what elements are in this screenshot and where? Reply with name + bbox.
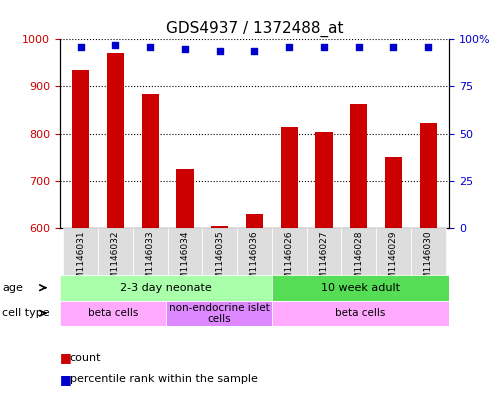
Bar <box>315 132 333 228</box>
Point <box>77 44 85 50</box>
Point <box>355 44 363 50</box>
Point <box>320 44 328 50</box>
FancyBboxPatch shape <box>98 228 133 275</box>
Point <box>146 44 154 50</box>
Text: GSM1146027: GSM1146027 <box>319 230 328 291</box>
Bar <box>211 226 229 228</box>
Text: GSM1146030: GSM1146030 <box>424 230 433 291</box>
FancyBboxPatch shape <box>272 301 449 326</box>
FancyBboxPatch shape <box>376 228 411 275</box>
Text: GSM1146032: GSM1146032 <box>111 230 120 291</box>
Text: percentile rank within the sample: percentile rank within the sample <box>70 374 258 384</box>
FancyBboxPatch shape <box>341 228 376 275</box>
Text: beta cells: beta cells <box>88 309 138 318</box>
Text: cell type: cell type <box>2 308 50 318</box>
Title: GDS4937 / 1372488_at: GDS4937 / 1372488_at <box>166 20 343 37</box>
Text: GSM1146028: GSM1146028 <box>354 230 363 291</box>
Point <box>216 48 224 54</box>
Bar <box>420 123 437 228</box>
Text: count: count <box>70 353 101 363</box>
Text: GSM1146029: GSM1146029 <box>389 230 398 291</box>
FancyBboxPatch shape <box>203 228 237 275</box>
FancyBboxPatch shape <box>306 228 341 275</box>
Bar <box>385 157 402 228</box>
FancyBboxPatch shape <box>237 228 272 275</box>
Bar <box>280 127 298 228</box>
Text: GSM1146033: GSM1146033 <box>146 230 155 291</box>
Text: ■: ■ <box>60 373 72 386</box>
Bar <box>142 94 159 228</box>
Text: GSM1146036: GSM1146036 <box>250 230 259 291</box>
Point <box>424 44 432 50</box>
Point <box>285 44 293 50</box>
FancyBboxPatch shape <box>166 301 272 326</box>
FancyBboxPatch shape <box>411 228 446 275</box>
Text: GSM1146034: GSM1146034 <box>181 230 190 291</box>
Text: ■: ■ <box>60 351 72 364</box>
Text: GSM1146035: GSM1146035 <box>215 230 224 291</box>
Point <box>390 44 398 50</box>
Bar <box>107 53 124 228</box>
Text: non-endocrine islet
cells: non-endocrine islet cells <box>169 303 269 324</box>
Bar <box>350 104 367 228</box>
Text: GSM1146031: GSM1146031 <box>76 230 85 291</box>
Bar <box>176 169 194 228</box>
FancyBboxPatch shape <box>272 275 449 301</box>
Point <box>181 46 189 52</box>
FancyBboxPatch shape <box>60 301 166 326</box>
Point <box>111 42 119 48</box>
FancyBboxPatch shape <box>168 228 203 275</box>
Text: 2-3 day neonate: 2-3 day neonate <box>120 283 212 293</box>
FancyBboxPatch shape <box>63 228 98 275</box>
FancyBboxPatch shape <box>133 228 168 275</box>
FancyBboxPatch shape <box>272 228 306 275</box>
Point <box>250 48 258 54</box>
Text: 10 week adult: 10 week adult <box>321 283 400 293</box>
Text: GSM1146026: GSM1146026 <box>285 230 294 291</box>
Text: age: age <box>2 283 23 293</box>
Bar <box>246 214 263 228</box>
Bar <box>72 70 89 228</box>
Text: beta cells: beta cells <box>335 309 386 318</box>
FancyBboxPatch shape <box>60 275 272 301</box>
